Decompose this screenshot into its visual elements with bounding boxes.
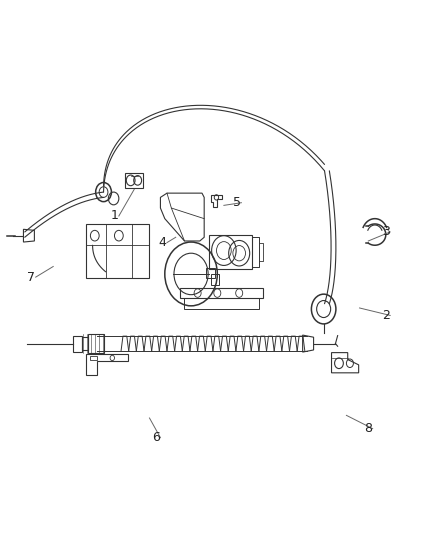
Text: 2: 2 xyxy=(381,309,389,322)
Text: 5: 5 xyxy=(233,196,240,209)
Text: 1: 1 xyxy=(110,209,118,222)
Text: 8: 8 xyxy=(364,422,371,435)
Text: 4: 4 xyxy=(158,236,166,249)
Text: 6: 6 xyxy=(152,431,159,444)
Text: 7: 7 xyxy=(27,271,35,284)
Text: 3: 3 xyxy=(381,225,389,238)
